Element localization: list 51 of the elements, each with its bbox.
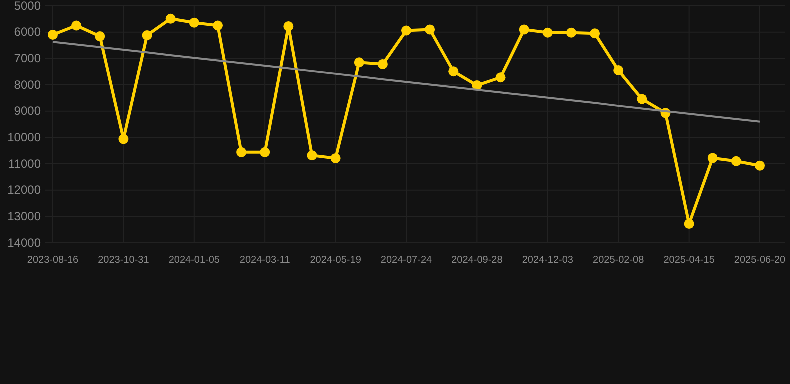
point [118, 134, 129, 144]
point [189, 18, 200, 28]
x-tick-label: 2025-06-20 [734, 255, 786, 266]
point [236, 147, 247, 158]
point [354, 58, 364, 68]
point [212, 20, 223, 31]
x-tick-label: 2025-04-15 [664, 255, 716, 266]
x-tick-label: 2025-02-08 [593, 255, 645, 266]
point [72, 20, 82, 31]
point [566, 28, 576, 38]
y-tick-label: 6000 [14, 25, 42, 40]
point [590, 28, 600, 39]
y-tick-label: 12000 [8, 183, 42, 198]
x-tick-label: 2023-08-16 [27, 255, 80, 266]
point [519, 24, 530, 35]
point [48, 30, 58, 40]
x-tick-label: 2024-03-11 [240, 255, 291, 266]
x-tick-label: 2024-07-24 [380, 255, 433, 266]
y-tick-label: 5000 [14, 0, 42, 13]
y-tick-label: 7000 [14, 52, 42, 66]
point [284, 22, 294, 32]
point [166, 14, 176, 24]
y-tick-label: 10000 [8, 130, 42, 145]
point [448, 66, 459, 77]
x-tick-label: 2024-05-19 [310, 255, 362, 266]
point [731, 156, 742, 166]
y-tick-label: 11000 [8, 156, 42, 171]
point [637, 94, 648, 104]
point [614, 66, 624, 76]
x-tick-label: 2024-01-05 [168, 255, 220, 266]
x-tick-label: 2023-10-31 [98, 255, 150, 266]
point [260, 147, 270, 158]
y-tick-label: 13000 [8, 210, 42, 224]
point [307, 150, 318, 161]
point [378, 59, 388, 70]
point [542, 28, 553, 38]
point [684, 219, 694, 230]
point [142, 30, 152, 40]
y-tick-label: 14000 [8, 236, 42, 250]
point [755, 160, 765, 171]
point [496, 72, 506, 83]
point [708, 153, 718, 164]
point [330, 153, 341, 164]
point [402, 26, 412, 36]
point [425, 24, 436, 35]
line-series [52, 41, 761, 123]
point [95, 32, 106, 42]
y-tick-label: 8000 [14, 78, 42, 92]
x-tick-label: 2024-12-03 [522, 255, 574, 266]
y-tick-label: 9000 [14, 104, 42, 118]
x-tick-label: 2024-09-28 [452, 255, 504, 266]
